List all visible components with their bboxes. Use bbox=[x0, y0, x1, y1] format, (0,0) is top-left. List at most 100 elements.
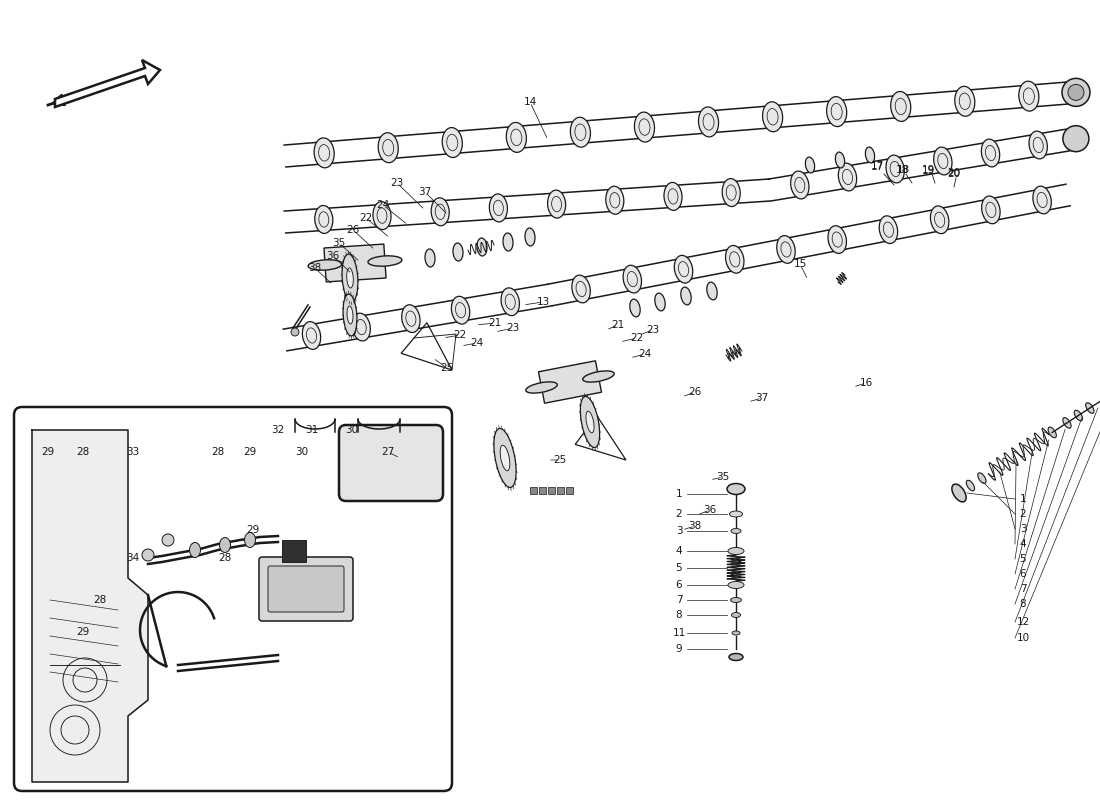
Text: 10: 10 bbox=[1016, 633, 1030, 643]
Text: 29: 29 bbox=[246, 525, 260, 535]
Ellipse shape bbox=[581, 397, 600, 447]
Ellipse shape bbox=[373, 202, 390, 230]
Bar bbox=[566, 487, 573, 494]
Text: 3: 3 bbox=[675, 526, 682, 536]
Ellipse shape bbox=[586, 411, 594, 433]
Ellipse shape bbox=[826, 97, 847, 126]
Ellipse shape bbox=[630, 299, 640, 317]
Text: 5: 5 bbox=[675, 563, 682, 573]
Ellipse shape bbox=[1028, 131, 1047, 159]
Text: 22: 22 bbox=[453, 330, 466, 340]
Ellipse shape bbox=[315, 206, 333, 234]
Text: 9: 9 bbox=[675, 644, 682, 654]
Text: 18: 18 bbox=[895, 165, 909, 175]
Ellipse shape bbox=[1063, 126, 1089, 152]
Ellipse shape bbox=[891, 91, 911, 122]
Text: 20: 20 bbox=[947, 169, 960, 179]
Ellipse shape bbox=[681, 287, 691, 305]
Text: 16: 16 bbox=[859, 378, 872, 388]
FancyBboxPatch shape bbox=[268, 566, 344, 612]
Ellipse shape bbox=[698, 107, 718, 137]
Ellipse shape bbox=[368, 256, 402, 266]
Polygon shape bbox=[55, 60, 160, 107]
Text: 21: 21 bbox=[488, 318, 502, 328]
Ellipse shape bbox=[623, 266, 641, 293]
Text: 18: 18 bbox=[896, 165, 910, 175]
Ellipse shape bbox=[315, 138, 334, 168]
Text: 24: 24 bbox=[376, 200, 389, 210]
Ellipse shape bbox=[879, 216, 898, 243]
FancyBboxPatch shape bbox=[258, 557, 353, 621]
Ellipse shape bbox=[571, 118, 591, 147]
Text: 4: 4 bbox=[675, 546, 682, 556]
Text: 26: 26 bbox=[689, 387, 702, 397]
Ellipse shape bbox=[981, 139, 1000, 167]
Ellipse shape bbox=[1033, 186, 1052, 214]
Bar bbox=[282, 540, 306, 562]
Text: 25: 25 bbox=[553, 455, 566, 465]
Ellipse shape bbox=[1075, 410, 1082, 421]
Text: 23: 23 bbox=[390, 178, 404, 188]
Text: 6: 6 bbox=[1020, 569, 1026, 579]
Ellipse shape bbox=[931, 206, 949, 234]
Ellipse shape bbox=[791, 171, 808, 199]
Ellipse shape bbox=[606, 186, 624, 214]
Text: 22: 22 bbox=[630, 333, 644, 343]
Ellipse shape bbox=[1048, 427, 1056, 438]
Text: 24: 24 bbox=[638, 349, 651, 359]
Ellipse shape bbox=[490, 194, 507, 222]
Ellipse shape bbox=[431, 198, 449, 226]
Bar bbox=[530, 487, 537, 494]
FancyBboxPatch shape bbox=[14, 407, 452, 791]
Ellipse shape bbox=[292, 328, 299, 336]
Ellipse shape bbox=[805, 157, 815, 173]
Ellipse shape bbox=[220, 538, 231, 553]
Ellipse shape bbox=[503, 233, 513, 251]
Text: 35: 35 bbox=[332, 238, 345, 248]
Ellipse shape bbox=[828, 226, 846, 254]
Text: 19: 19 bbox=[922, 166, 935, 176]
Text: 8: 8 bbox=[1020, 599, 1026, 609]
Ellipse shape bbox=[654, 293, 666, 311]
Text: 28: 28 bbox=[219, 553, 232, 563]
Text: 17: 17 bbox=[870, 162, 883, 172]
Polygon shape bbox=[539, 361, 602, 403]
Text: 27: 27 bbox=[382, 447, 395, 457]
Ellipse shape bbox=[978, 473, 986, 483]
Text: 38: 38 bbox=[308, 263, 321, 273]
Ellipse shape bbox=[477, 238, 487, 256]
Text: 24: 24 bbox=[471, 338, 484, 348]
Ellipse shape bbox=[502, 288, 519, 316]
Ellipse shape bbox=[730, 598, 741, 602]
Text: 31: 31 bbox=[306, 425, 319, 435]
Ellipse shape bbox=[729, 511, 743, 517]
Text: 19: 19 bbox=[922, 165, 935, 175]
Polygon shape bbox=[323, 244, 386, 282]
Ellipse shape bbox=[835, 152, 845, 168]
Text: 36: 36 bbox=[703, 505, 716, 515]
Text: 34: 34 bbox=[126, 553, 140, 563]
Text: 1: 1 bbox=[1020, 494, 1026, 504]
Ellipse shape bbox=[762, 102, 782, 132]
Ellipse shape bbox=[506, 122, 527, 152]
Text: 2: 2 bbox=[1020, 509, 1026, 519]
Text: 1: 1 bbox=[675, 489, 682, 499]
Ellipse shape bbox=[308, 260, 342, 270]
Ellipse shape bbox=[352, 313, 371, 341]
Text: 37: 37 bbox=[756, 393, 769, 403]
Text: 8: 8 bbox=[675, 610, 682, 620]
Text: 28: 28 bbox=[211, 447, 224, 457]
Ellipse shape bbox=[402, 305, 420, 333]
Text: 23: 23 bbox=[647, 325, 660, 335]
Ellipse shape bbox=[886, 155, 904, 183]
Bar bbox=[548, 487, 556, 494]
Ellipse shape bbox=[838, 163, 857, 191]
Ellipse shape bbox=[525, 228, 535, 246]
Ellipse shape bbox=[526, 382, 558, 393]
Ellipse shape bbox=[453, 243, 463, 261]
Ellipse shape bbox=[952, 484, 966, 502]
Ellipse shape bbox=[732, 529, 741, 534]
Text: 35: 35 bbox=[716, 472, 729, 482]
Text: 23: 23 bbox=[506, 323, 519, 333]
Ellipse shape bbox=[343, 294, 356, 336]
